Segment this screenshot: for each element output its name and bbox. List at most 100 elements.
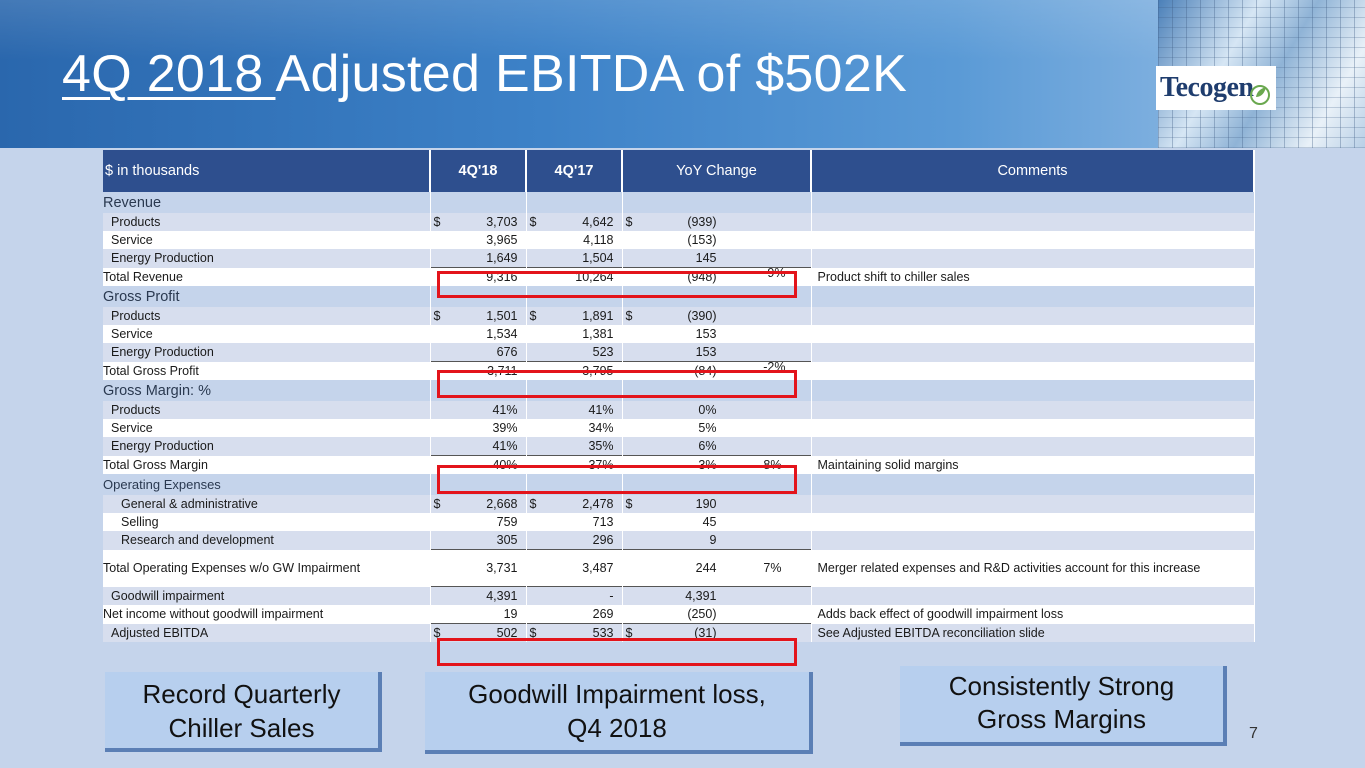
cell-value: 523 xyxy=(526,343,623,362)
cell-value: 5% xyxy=(622,419,812,437)
cell-value: 3,487 xyxy=(526,549,623,587)
row-label: Total Operating Expenses w/o GW Impairme… xyxy=(103,549,431,587)
cell-value: 1,534 xyxy=(430,325,527,343)
yoy-percent: -2% xyxy=(763,361,786,374)
row-comment xyxy=(811,361,1255,380)
row-comment xyxy=(811,586,1255,605)
row-label: Energy Production xyxy=(103,437,431,456)
row-comment xyxy=(811,213,1255,231)
table-row: Products $1,501 $1,891 $ (390) xyxy=(103,307,1255,325)
leaf-icon xyxy=(1250,85,1270,105)
table-row: Service 3,965 4,118 (153) xyxy=(103,231,1255,249)
row-comment xyxy=(811,437,1255,456)
cell-value: 190 xyxy=(695,497,717,511)
row-comment xyxy=(811,513,1255,531)
row-comment xyxy=(811,401,1255,419)
row-comment xyxy=(811,531,1255,550)
table-row: Products 41% 41% 0% xyxy=(103,401,1255,419)
cell-value: 502 xyxy=(496,626,518,640)
cell-value: 1,891 xyxy=(582,309,614,323)
cell-value: 35% xyxy=(526,437,623,456)
row-label: Research and development xyxy=(103,531,431,550)
row-label: Service xyxy=(103,325,431,343)
cell-value: 153 xyxy=(622,325,812,343)
cell-value: 45 xyxy=(622,513,812,531)
company-logo: Tecogen xyxy=(1160,72,1254,103)
cell-value: 1,649 xyxy=(430,249,527,268)
yoy-percent: -9% xyxy=(763,267,786,280)
table-row: Products $3,703 $4,642 $ (939) xyxy=(103,213,1255,231)
title-rest: Adjusted EBITDA of $502K xyxy=(275,45,908,103)
row-comment: See Adjusted EBITDA reconciliation slide xyxy=(811,623,1255,642)
row-comment xyxy=(811,343,1255,362)
table-row-ebitda: Adjusted EBITDA $502 $533 $ (31) See Adju… xyxy=(103,623,1255,642)
cell-value: 713 xyxy=(526,513,623,531)
cell-value: 759 xyxy=(430,513,527,531)
highlight-box-ebitda xyxy=(437,638,797,666)
yoy-percent: 7% xyxy=(763,561,782,575)
row-label: General & administrative xyxy=(103,495,431,513)
header-banner xyxy=(0,0,1365,148)
table-row: Service 1,534 1,381 153 xyxy=(103,325,1255,343)
cell-value: 1,504 xyxy=(526,249,623,268)
cell-value: 41% xyxy=(526,401,623,419)
cell-value: 6% xyxy=(622,437,812,456)
callout-goodwill-impairment: Goodwill Impairment loss, Q4 2018 xyxy=(425,672,813,754)
row-label: Adjusted EBITDA xyxy=(103,623,431,642)
section-operating-expenses: Operating Expenses xyxy=(103,474,1255,495)
cell-value: 41% xyxy=(430,437,527,456)
row-comment xyxy=(811,249,1255,268)
cell-value: 41% xyxy=(430,401,527,419)
row-label: Products xyxy=(103,213,431,231)
cell-value: 19 xyxy=(430,605,527,624)
cell-value: 4,391 xyxy=(430,586,527,605)
section-revenue: Revenue xyxy=(103,192,1255,213)
section-label: Gross Profit xyxy=(103,286,431,307)
cell-value: (31) xyxy=(694,626,717,640)
row-comment xyxy=(811,495,1255,513)
cell-value: 2,668 xyxy=(486,497,518,511)
row-label: Net income without goodwill impairment xyxy=(103,605,431,624)
cell-value: 3,965 xyxy=(430,231,527,249)
cell-value: (390) xyxy=(687,309,717,323)
callout-line: Gross Margins xyxy=(976,704,1147,734)
cell-value: 305 xyxy=(430,531,527,550)
header-4q18: 4Q'18 xyxy=(430,150,527,192)
row-comment xyxy=(811,419,1255,437)
row-comment: Merger related expenses and R&D activiti… xyxy=(811,549,1255,587)
cell-value: 145 xyxy=(622,249,812,268)
callout-line: Consistently Strong xyxy=(948,671,1175,701)
callout-gross-margins: Consistently Strong Gross Margins xyxy=(900,666,1227,746)
cell-value: (939) xyxy=(687,215,717,229)
row-label: Service xyxy=(103,231,431,249)
row-comment: Maintaining solid margins xyxy=(811,455,1255,474)
header-label: $ in thousands xyxy=(103,150,431,192)
financial-table: $ in thousands 4Q'18 4Q'17 YoY Change Co… xyxy=(103,150,1255,642)
row-comment xyxy=(811,325,1255,343)
row-comment: Product shift to chiller sales xyxy=(811,267,1255,286)
cell-value: 37% xyxy=(526,455,623,474)
row-comment xyxy=(811,307,1255,325)
row-label: Selling xyxy=(103,513,431,531)
highlight-box-revenue xyxy=(437,271,797,298)
cell-value: 39% xyxy=(430,419,527,437)
callout-chiller-sales: Record Quarterly Chiller Sales xyxy=(105,672,382,752)
row-comment: Adds back effect of goodwill impairment … xyxy=(811,605,1255,624)
cell-value: 2,478 xyxy=(582,497,614,511)
header-yoy: YoY Change xyxy=(622,150,812,192)
page-number: 7 xyxy=(1249,725,1258,742)
callout-line: Record Quarterly xyxy=(142,679,341,709)
cell-value: (250) xyxy=(622,605,812,624)
cell-value: 533 xyxy=(592,626,614,640)
table-row: General & administrative $2,668 $2,478 $… xyxy=(103,495,1255,513)
title-underlined-part: 4Q 2018 xyxy=(62,45,276,103)
cell-value: - xyxy=(526,586,623,605)
cell-value: 153 xyxy=(622,343,812,362)
table-row: Research and development 305 296 9 xyxy=(103,531,1255,550)
table-row: Selling 759 713 45 xyxy=(103,513,1255,531)
table-row-total: Total Operating Expenses w/o GW Impairme… xyxy=(103,549,1255,587)
cell-value: 9 xyxy=(622,531,812,550)
cell-value: 4,391 xyxy=(622,586,812,605)
callout-line: Q4 2018 xyxy=(567,713,667,743)
cell-value: 1,381 xyxy=(526,325,623,343)
